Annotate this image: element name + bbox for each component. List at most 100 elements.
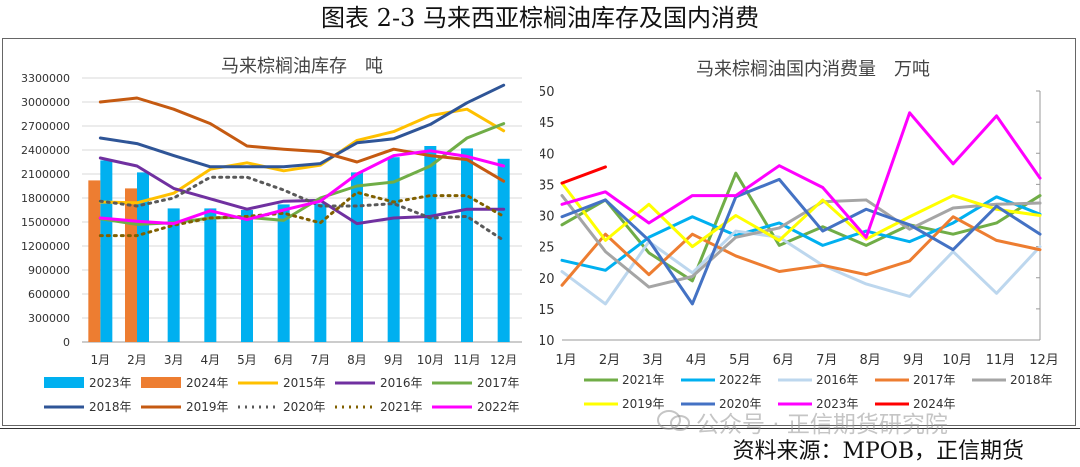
chart1-bar-2023年 <box>497 158 510 342</box>
chart1-ytick-label: 2100000 <box>21 168 70 181</box>
source-note: 资料来源：MPOB，正信期货 <box>732 439 1024 464</box>
chart1-ytick-label: 1200000 <box>21 240 70 253</box>
chart2-legend-label: 2022年 <box>719 373 762 387</box>
chart2-xtick-label: 1月 <box>555 353 576 368</box>
chart1-ytick-label: 900000 <box>28 264 70 277</box>
chart2-line-2016年 <box>560 229 1042 306</box>
chart1-line-2018年 <box>98 83 506 169</box>
chart2-line-2017年 <box>560 215 1042 287</box>
chart1-bar-2023年 <box>167 208 180 342</box>
chart1-line-2021年 <box>98 190 506 238</box>
chart1-xtick-label: 9月 <box>384 353 404 367</box>
consumption-chart: 马来棕榈油国内消费量 万吨 10 15 20 25 30 35 40 45 50 1月 2月 3月 4月 5… <box>540 59 1059 411</box>
chart1-bar-2024年 <box>125 188 137 342</box>
chart1-xtick-label: 7月 <box>311 353 331 367</box>
chart2-xtick-label: 7月 <box>816 353 837 368</box>
chart1-legend-label: 2023年 <box>89 376 132 390</box>
chart2-legend-label: 2019年 <box>622 397 665 411</box>
chart2-xtick-label: 10月 <box>942 353 972 368</box>
chart2-xtick-label: 9月 <box>903 353 924 368</box>
chart1-xtick-label: 8月 <box>347 353 367 367</box>
chart2-xtick-label: 11月 <box>986 353 1016 368</box>
chart1-legend-swatch-2023年 <box>44 377 84 388</box>
chart2-legend-label: 2020年 <box>719 397 762 411</box>
chart2-line-2018年 <box>560 194 1042 289</box>
chart2-xtick-label: 5月 <box>729 353 750 368</box>
chart1-line-2022年 <box>98 149 506 226</box>
chart2-legend-label: 2017年 <box>913 373 956 387</box>
chart2-ytick-label: 25 <box>540 241 555 256</box>
chart1-xtick-label: 10月 <box>417 353 444 367</box>
chart2-line-2019年 <box>560 181 1042 249</box>
chart-frame <box>2 38 1076 426</box>
chart2-line-2020年 <box>560 177 1042 306</box>
chart1-bar-2023年 <box>241 210 253 342</box>
chart2-ytick-label: 30 <box>540 210 555 225</box>
chart1-xtick-label: 1月 <box>91 353 111 367</box>
chart2-xtick-label: 8月 <box>860 353 881 368</box>
chart2-xtick-label: 3月 <box>642 353 663 368</box>
chart1-line-2020年 <box>98 175 506 242</box>
chart2-xtick-label: 4月 <box>686 353 707 368</box>
chart1-bar-2023年 <box>461 148 473 342</box>
chart1-legend-label: 2018年 <box>89 400 132 414</box>
chart2-ytick-label: 50 <box>540 85 555 100</box>
chart1-legend-label: 2024年 <box>186 376 229 390</box>
chart1-xtick-label: 2月 <box>127 353 147 367</box>
chart2-ytick-label: 20 <box>540 272 555 287</box>
watermark-text: 公众号 · 正信期货研究院 <box>696 412 948 438</box>
chart2-legend-label: 2021年 <box>622 373 665 387</box>
chart1-bar-2023年 <box>204 208 217 342</box>
chart2-ytick-label: 10 <box>540 334 555 349</box>
chart2-line-2023年 <box>560 111 1042 239</box>
chart1-xtick-label: 4月 <box>201 353 221 367</box>
wechat-icon <box>657 410 690 431</box>
chart1-line-2015年 <box>98 107 506 205</box>
chart1-bar-2023年 <box>351 172 363 342</box>
chart1-ytick-label: 600000 <box>28 288 70 301</box>
chart1-ytick-label: 0 <box>63 336 70 349</box>
chart2-legend-label: 2023年 <box>816 397 859 411</box>
chart1-legend-label: 2017年 <box>477 376 520 390</box>
chart1-ytick-label: 2700000 <box>21 120 70 133</box>
footer-divider <box>0 428 1080 429</box>
chart2-xtick-label: 6月 <box>773 353 794 368</box>
chart1-xtick-label: 3月 <box>164 353 184 367</box>
chart2-ytick-label: 35 <box>540 178 555 193</box>
figure-title: 图表 2-3 马来西亚棕榈油库存及国内消费 <box>321 4 759 32</box>
chart1-ytick-label: 2400000 <box>21 144 70 157</box>
chart1-ytick-label: 300000 <box>28 312 70 325</box>
chart2-ytick-label: 45 <box>540 116 555 131</box>
chart1-legend-swatch-2024年 <box>141 377 181 388</box>
chart1-title: 马来棕榈油库存 吨 <box>221 56 383 77</box>
chart1-bar-2023年 <box>100 160 113 342</box>
chart2-xtick-label: 12月 <box>1029 353 1059 368</box>
chart1-bar-2023年 <box>277 204 290 342</box>
chart1-bar-2023年 <box>424 146 437 342</box>
chart1-bar-2023年 <box>314 203 327 342</box>
chart2-ytick-label: 40 <box>540 147 555 162</box>
chart1-line-2019年 <box>98 96 506 183</box>
chart2-title: 马来棕榈油国内消费量 万吨 <box>696 59 930 80</box>
chart1-legend-label: 2020年 <box>283 400 326 414</box>
chart1-ytick-label: 1500000 <box>21 216 70 229</box>
chart1-ytick-label: 3300000 <box>21 72 70 85</box>
chart1-xtick-label: 12月 <box>490 353 517 367</box>
chart2-legend-label: 2016年 <box>816 373 859 387</box>
chart2-line-2022年 <box>560 195 1042 272</box>
chart1-xtick-label: 6月 <box>274 353 294 367</box>
chart1-xtick-label: 5月 <box>237 353 257 367</box>
chart1-bar-2024年 <box>88 180 101 342</box>
inventory-chart: 马来棕榈油库存 吨 0 300000 600000 900000 1200000 15000… <box>21 56 522 414</box>
chart2-xtick-label: 2月 <box>599 353 620 368</box>
chart1-bar-2023年 <box>387 157 400 342</box>
chart1-legend-label: 2019年 <box>186 400 229 414</box>
chart1-line-2016年 <box>98 156 506 226</box>
chart1-legend-label: 2021年 <box>380 400 423 414</box>
chart2-ytick-label: 15 <box>540 303 555 318</box>
chart2-legend-label: 2024年 <box>913 397 956 411</box>
chart1-legend-label: 2015年 <box>283 376 326 390</box>
chart1-legend-label: 2022年 <box>477 400 520 414</box>
chart1-bar-2023年 <box>137 172 149 342</box>
chart1-ytick-label: 3000000 <box>21 96 70 109</box>
